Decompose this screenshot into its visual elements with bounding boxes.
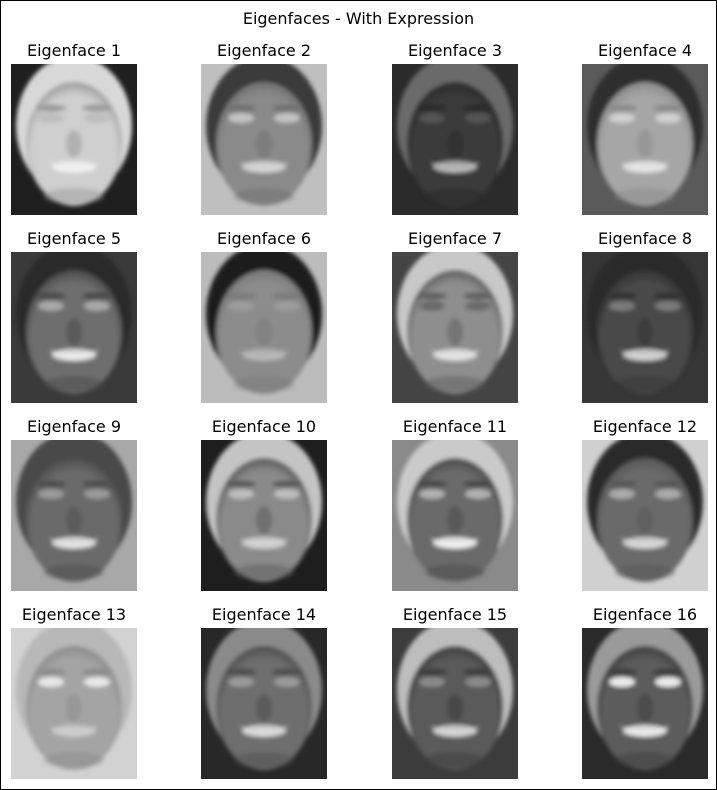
eigenface-image — [11, 252, 137, 403]
eigenface-image — [392, 64, 518, 215]
eigenface-label: Eigenface 2 — [216, 41, 312, 60]
eigenface-label: Eigenface 3 — [407, 41, 503, 60]
eigenface-image — [392, 628, 518, 779]
eigenface-label: Eigenface 16 — [592, 605, 698, 624]
figure-title: Eigenfaces - With Expression — [242, 9, 475, 28]
eigenface-label: Eigenface 15 — [402, 605, 508, 624]
eigenface-label: Eigenface 5 — [26, 229, 122, 248]
eigenface-label: Eigenface 13 — [21, 605, 127, 624]
eigenface-image — [201, 252, 327, 403]
eigenface-image — [11, 628, 137, 779]
eigenface-label: Eigenface 1 — [26, 41, 122, 60]
eigenface-label: Eigenface 7 — [407, 229, 503, 248]
eigenface-label: Eigenface 11 — [402, 417, 508, 436]
eigenface-image — [201, 64, 327, 215]
eigenface-image — [392, 252, 518, 403]
eigenface-label: Eigenface 8 — [597, 229, 693, 248]
eigenface-label: Eigenface 14 — [211, 605, 317, 624]
eigenface-image — [582, 64, 708, 215]
eigenface-label: Eigenface 4 — [597, 41, 693, 60]
eigenface-image — [201, 628, 327, 779]
eigenface-label: Eigenface 10 — [211, 417, 317, 436]
eigenface-label: Eigenface 12 — [592, 417, 698, 436]
eigenface-label: Eigenface 6 — [216, 229, 312, 248]
eigenface-image — [11, 440, 137, 591]
eigenface-image — [582, 252, 708, 403]
eigenface-label: Eigenface 9 — [26, 417, 122, 436]
eigenface-image — [582, 440, 708, 591]
eigenface-image — [201, 440, 327, 591]
eigenface-image — [392, 440, 518, 591]
eigenface-image — [582, 628, 708, 779]
eigenface-image — [11, 64, 137, 215]
